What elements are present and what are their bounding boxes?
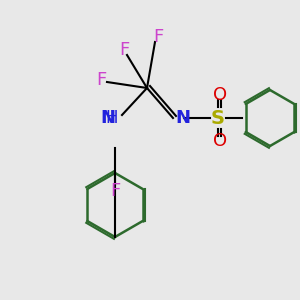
Text: H: H (106, 109, 118, 127)
Text: N: N (175, 109, 190, 127)
Text: F: F (110, 182, 120, 200)
Text: F: F (96, 71, 106, 89)
Text: O: O (213, 132, 227, 150)
Text: F: F (119, 41, 129, 59)
Text: F: F (153, 28, 163, 46)
Text: O: O (213, 86, 227, 104)
Text: S: S (211, 109, 225, 128)
Text: N: N (100, 109, 115, 127)
